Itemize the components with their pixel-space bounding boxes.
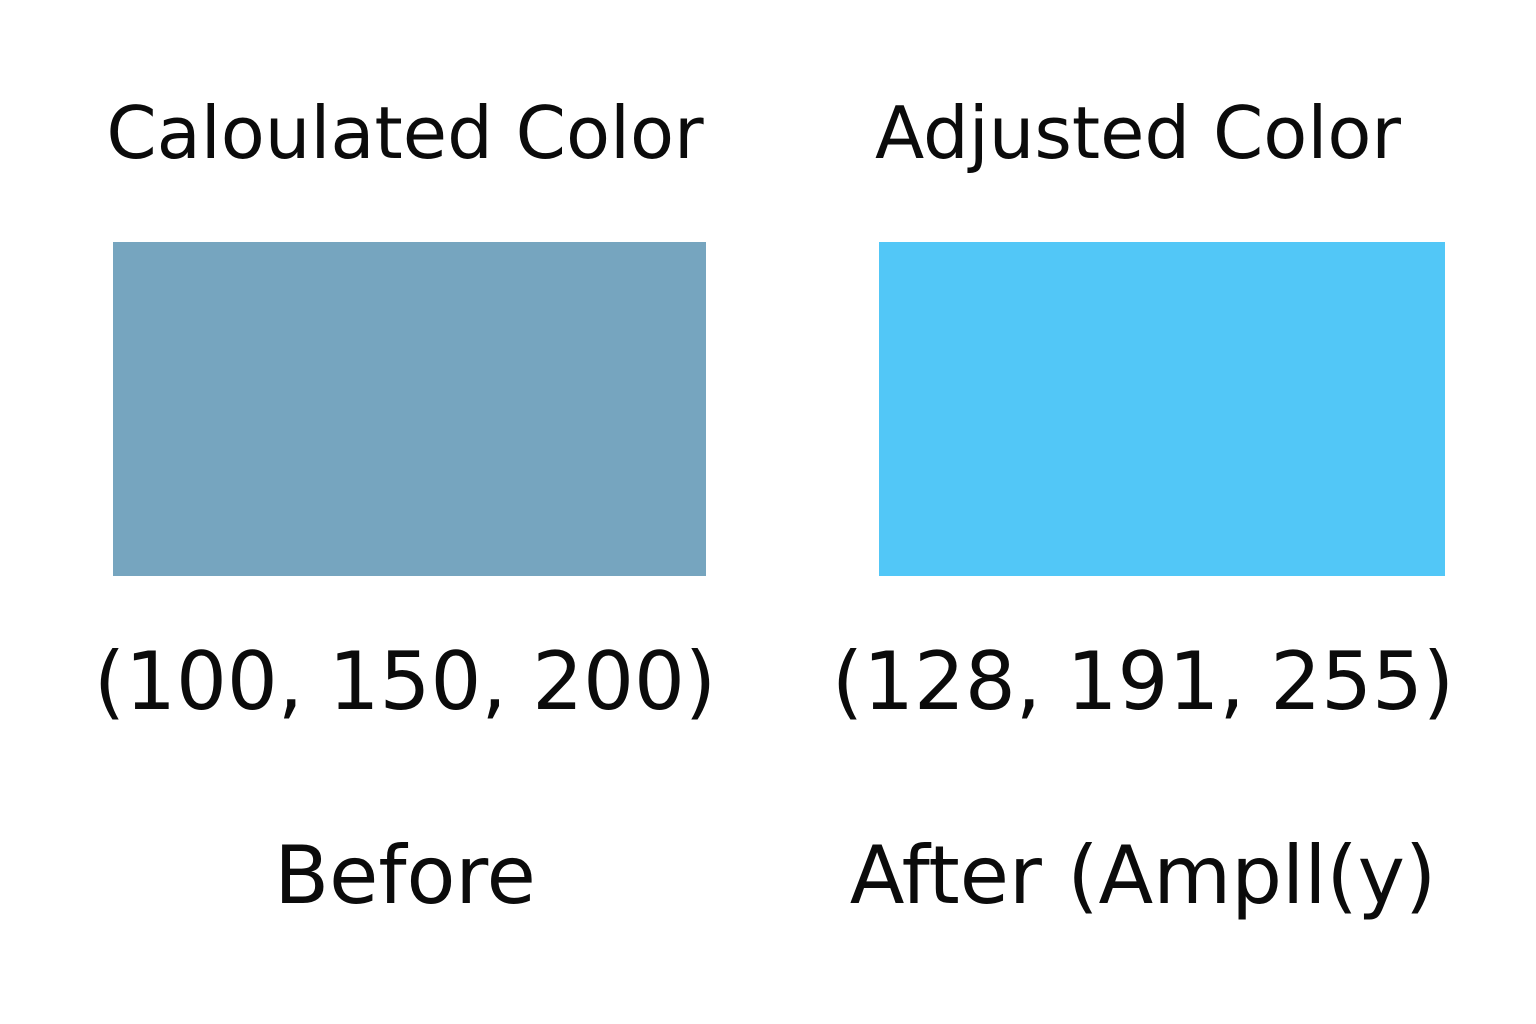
before-rgb-value: (100, 150, 200) [93,635,717,728]
after-panel: Adjusted Color (128, 191, 255) After (Am… [800,0,1536,1024]
before-title: Caloulated Color [106,91,704,175]
before-color-swatch [113,242,706,576]
before-panel: Caloulated Color (100, 150, 200) Before [93,91,717,922]
after-caption: After (Ampll(y) [849,829,1437,922]
after-rgb-value: (128, 191, 255) [831,635,1455,728]
before-caption: Before [274,829,536,922]
after-color-swatch [879,242,1445,576]
after-title: Adjusted Color [875,91,1401,175]
